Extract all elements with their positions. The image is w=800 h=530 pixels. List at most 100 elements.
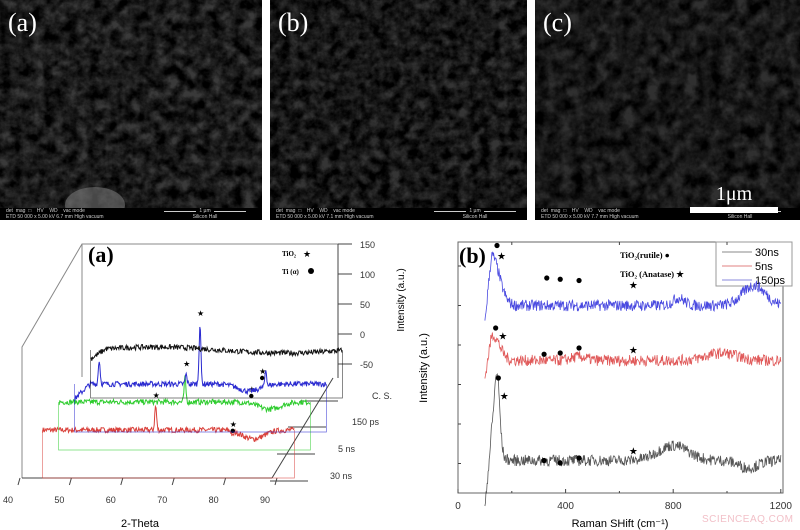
star-marker: ★ bbox=[497, 252, 506, 263]
raman-annotation-anatase: TiO₂ (Anatase) ★ bbox=[620, 269, 685, 279]
xrd-panel-label: (a) bbox=[88, 242, 114, 267]
sem-image-b: (b) det mag □ HV WD vac mode ETD 50 000 … bbox=[270, 0, 527, 220]
x-tick bbox=[223, 477, 227, 486]
sem-scale: 1 µm bbox=[420, 208, 527, 214]
raman-axes-box bbox=[457, 241, 784, 494]
series-line-150ps bbox=[74, 326, 327, 402]
y-tick-label: 150 bbox=[360, 240, 375, 250]
series-line-30ns bbox=[484, 373, 782, 507]
x-tick-label: 80 bbox=[209, 495, 219, 505]
sem-image-c: (c) det mag □ HV WD vac mode ETD 50 000 … bbox=[535, 0, 800, 220]
depth-label: 150 ps bbox=[352, 417, 380, 427]
x-tick bbox=[171, 477, 175, 486]
legend-label: 5ns bbox=[755, 261, 773, 273]
star-marker: ★ bbox=[500, 392, 509, 403]
x-tick-label: 50 bbox=[54, 495, 64, 505]
legend-label: 30ns bbox=[755, 247, 779, 259]
scale-bar: 1μm bbox=[690, 183, 778, 213]
xrd-x-label: 2-Theta bbox=[121, 518, 160, 530]
scale-bar-label: 1μm bbox=[715, 183, 753, 205]
sem-info-text: det mag □ HV WD vac mode ETD 50 000 x 5.… bbox=[541, 208, 639, 220]
xrd-legend-ti: Ti (α) bbox=[282, 268, 299, 276]
sem-footer: Silicon Hall bbox=[192, 214, 218, 220]
y-tick-label: -50 bbox=[360, 360, 373, 370]
star-marker: ★ bbox=[629, 345, 638, 356]
sem-footer: Silicon Hall bbox=[727, 214, 753, 220]
sem-texture bbox=[0, 0, 262, 220]
x-tick-label: 70 bbox=[157, 495, 167, 505]
star-marker: ★ bbox=[498, 332, 507, 343]
circle-marker bbox=[259, 375, 265, 381]
x-tick bbox=[17, 477, 21, 486]
series-line-5ns bbox=[484, 332, 782, 379]
circle-marker bbox=[495, 375, 501, 381]
x-tick-label: 1200 bbox=[770, 501, 793, 512]
x-tick-label: 90 bbox=[260, 495, 270, 505]
raman-annotation-rutile: TiO₂(rutile) ● bbox=[620, 250, 670, 260]
xrd-depth-axis bbox=[271, 377, 334, 479]
circle-icon bbox=[308, 268, 314, 274]
circle-marker bbox=[557, 276, 563, 282]
sem-texture bbox=[535, 0, 800, 220]
raman-legend: 30ns 5ns 150ps bbox=[715, 241, 793, 287]
circle-marker bbox=[557, 350, 563, 356]
circle-marker bbox=[576, 345, 582, 351]
sem-info-bar: det mag □ HV WD vac mode ETD 50 000 x 5.… bbox=[270, 208, 527, 220]
sem-image-a: (a) det mag □ HV WD vac mode ETD 50 000 … bbox=[0, 0, 262, 220]
xrd-chart bbox=[21, 243, 339, 479]
x-tick-label: 60 bbox=[106, 495, 116, 505]
series-projection bbox=[42, 430, 295, 479]
circle-marker bbox=[576, 455, 582, 461]
circle-marker bbox=[544, 275, 550, 281]
sem-label: (a) bbox=[8, 8, 37, 37]
sem-scale: 1 µm bbox=[150, 208, 260, 214]
x-tick-label: 400 bbox=[557, 501, 574, 512]
star-icon: ★ bbox=[303, 249, 311, 259]
star-marker: ★ bbox=[153, 391, 160, 400]
series-line-150ps bbox=[484, 251, 782, 321]
y-tick-label: 50 bbox=[360, 300, 370, 310]
raman-x-label: Raman SHift (cm⁻¹) bbox=[572, 518, 669, 530]
depth-label: C. S. bbox=[372, 391, 392, 401]
sem-scale-text: 1 µm bbox=[469, 208, 481, 214]
watermark: SCIENCEAQ.COM bbox=[702, 514, 794, 525]
sem-footer: Silicon Hall bbox=[462, 214, 488, 220]
series-projection bbox=[90, 350, 343, 399]
legend-label: 150ps bbox=[755, 275, 785, 287]
x-tick-label: 800 bbox=[665, 501, 682, 512]
circle-marker bbox=[541, 457, 547, 464]
sem-scale-text: 1 µm bbox=[199, 208, 211, 214]
raman-y-label: Intensity (a.u.) bbox=[418, 333, 430, 403]
series-line-30ns bbox=[42, 404, 295, 443]
series-projection bbox=[74, 384, 327, 433]
circle-marker bbox=[541, 351, 547, 357]
xrd-back-frame bbox=[21, 243, 338, 478]
sem-texture bbox=[270, 0, 527, 220]
xrd-y-label: Intensity (a.u.) bbox=[396, 268, 407, 331]
series-projection bbox=[58, 402, 311, 451]
circle-marker bbox=[249, 393, 254, 399]
x-tick-label: 0 bbox=[455, 501, 461, 512]
x-tick bbox=[68, 477, 72, 486]
x-tick bbox=[120, 477, 124, 486]
circle-marker bbox=[576, 277, 582, 284]
circle-marker bbox=[494, 242, 500, 249]
xrd-legend-tio2: TiO₂ bbox=[282, 250, 296, 258]
sem-info-bar: det mag □ HV WD vac mode ETD 50 000 x 5.… bbox=[0, 208, 262, 220]
star-marker: ★ bbox=[629, 280, 638, 291]
series-line-cs bbox=[90, 343, 343, 361]
star-marker: ★ bbox=[230, 420, 237, 429]
y-tick-label: 0 bbox=[360, 330, 365, 340]
circle-marker bbox=[493, 325, 499, 331]
depth-label: 5 ns bbox=[338, 444, 356, 454]
star-marker: ★ bbox=[259, 367, 266, 376]
star-marker: ★ bbox=[197, 309, 204, 318]
star-marker: ★ bbox=[183, 359, 190, 368]
star-marker: ★ bbox=[629, 447, 638, 458]
y-tick-label: 100 bbox=[360, 270, 375, 280]
sem-info-text: det mag □ HV WD vac mode ETD 50 000 x 5.… bbox=[276, 208, 374, 220]
raman-panel-label: (b) bbox=[459, 243, 486, 268]
sem-info-text: det mag □ HV WD vac mode ETD 50 000 x 5.… bbox=[6, 208, 104, 220]
sem-label: (c) bbox=[543, 8, 572, 37]
